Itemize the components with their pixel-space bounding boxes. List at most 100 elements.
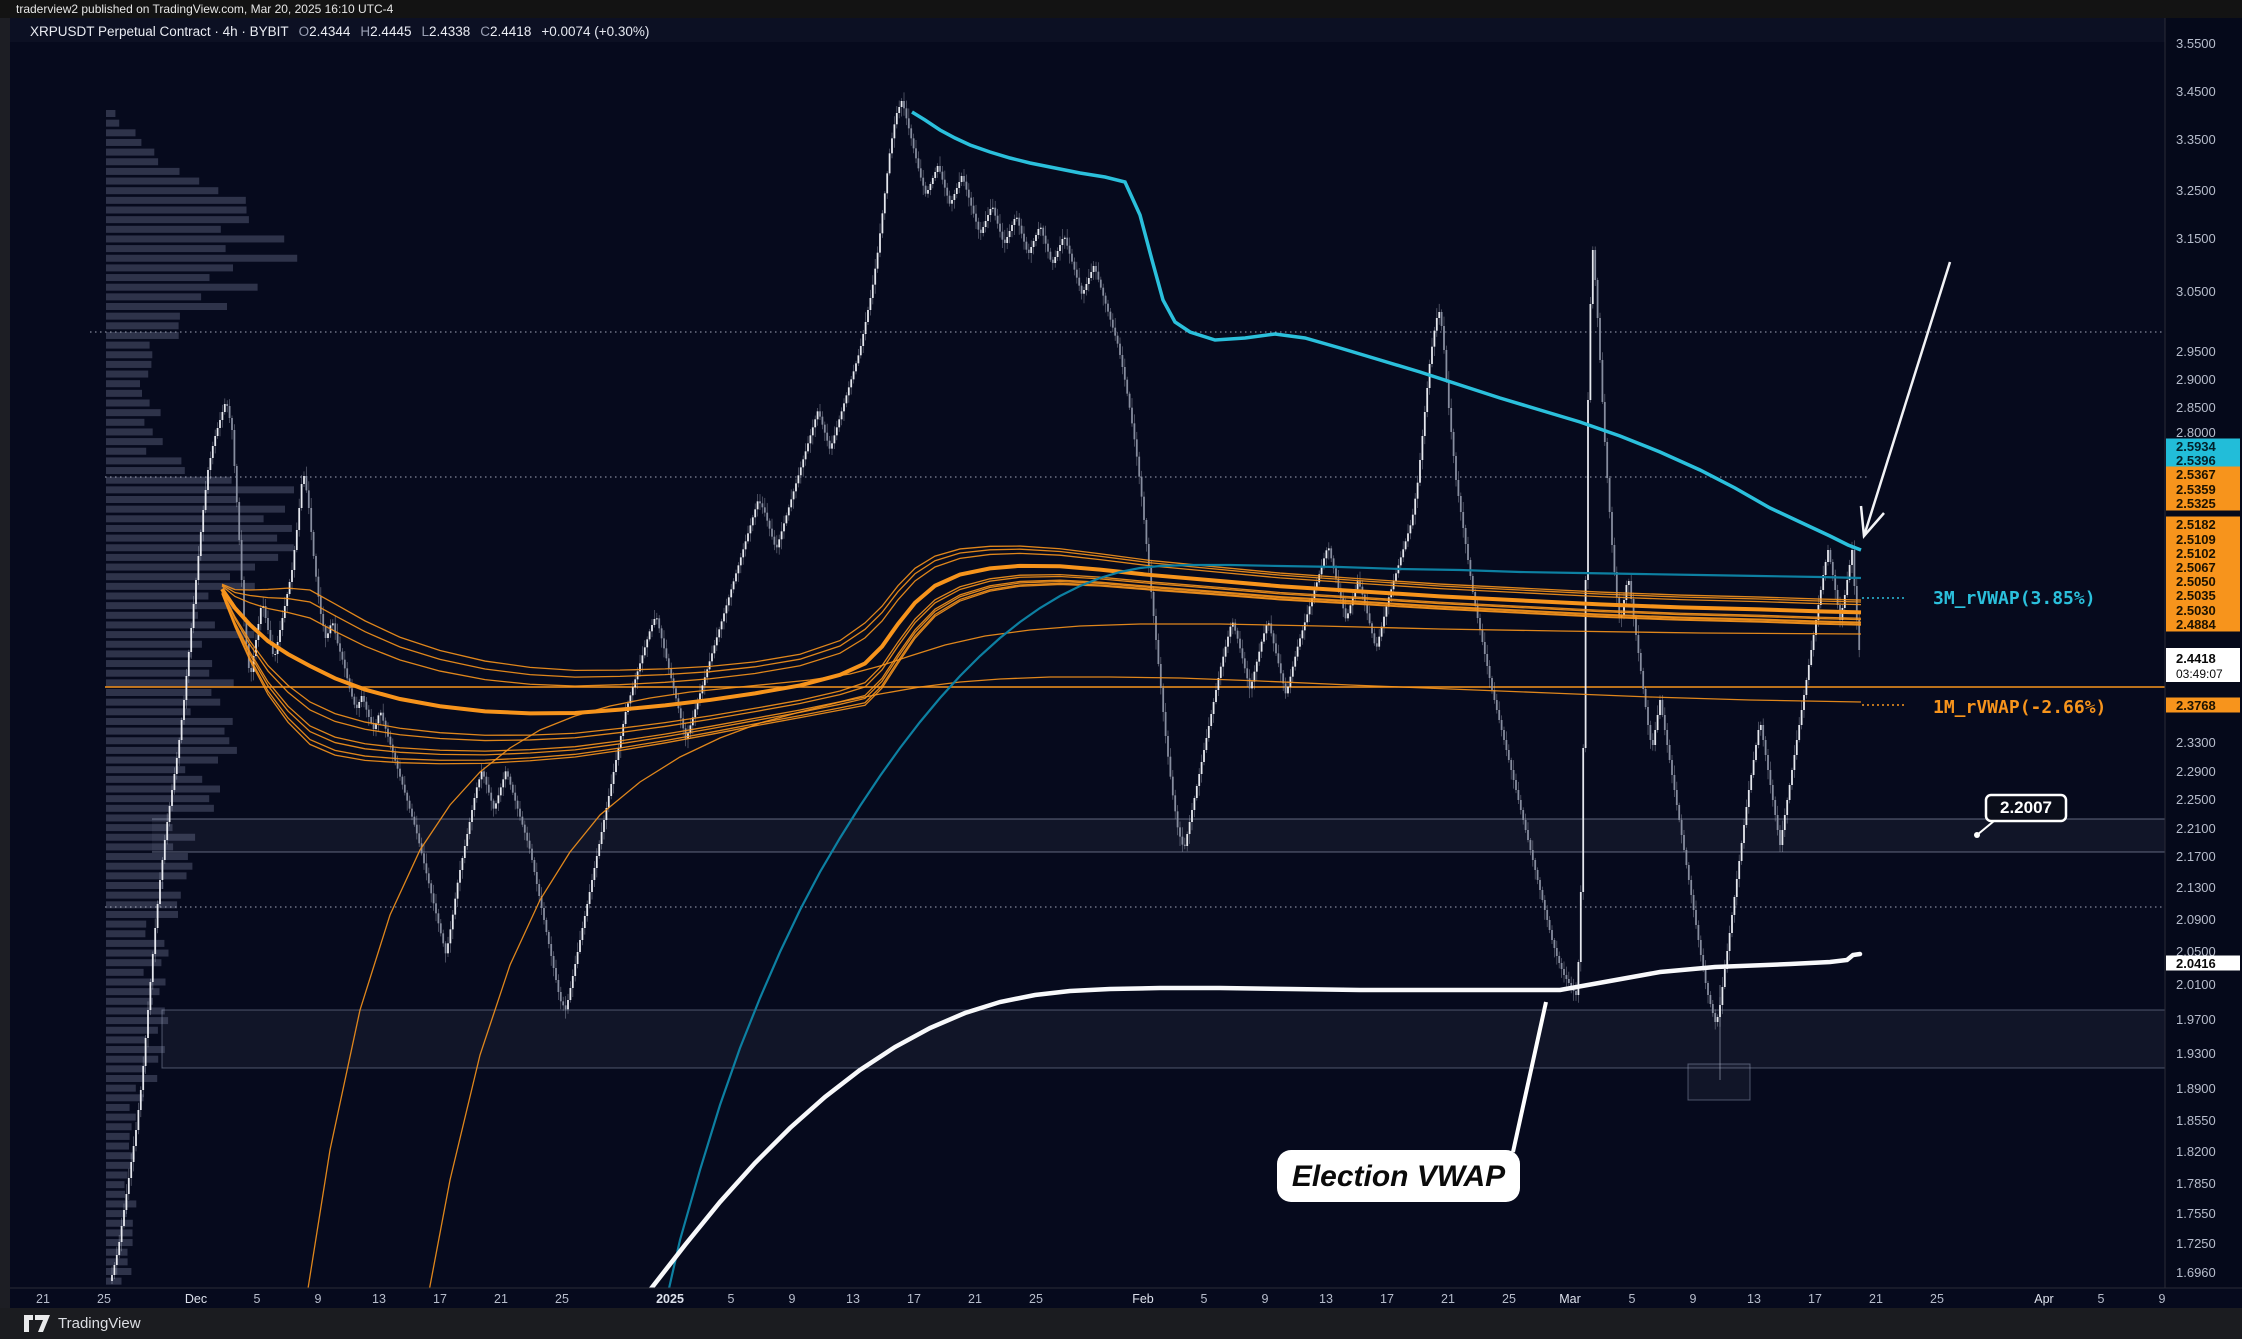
candle-body — [459, 870, 461, 883]
profile-bar — [106, 476, 232, 484]
profile-bar — [106, 447, 147, 455]
candle-body — [1121, 355, 1124, 367]
highlight-zones[interactable] — [152, 818, 2166, 1101]
candle-body — [591, 880, 593, 892]
footer-brand[interactable]: TradingView — [58, 1315, 141, 1332]
slow-ma-line-b[interactable] — [420, 676, 1862, 1308]
x-axis-tick: 5 — [728, 1292, 735, 1306]
vwap-ribbon-line[interactable] — [221, 579, 1862, 752]
tradingview-logo-icon[interactable] — [24, 1315, 50, 1332]
profile-bar — [106, 891, 181, 899]
candle-body — [840, 411, 843, 420]
candle-body — [451, 914, 454, 930]
candle-body — [197, 556, 200, 580]
vwap-ribbon-line[interactable] — [221, 548, 1862, 678]
candle-body — [1599, 318, 1601, 360]
candle-body — [1025, 241, 1028, 250]
candle-body — [449, 929, 452, 944]
candle-body — [1409, 525, 1412, 534]
candle-body — [1851, 550, 1853, 565]
profile-bar — [106, 177, 200, 185]
candle-body — [723, 613, 725, 622]
vwap-ribbon-main-line[interactable] — [220, 563, 1862, 716]
price-label-text: 2.5050 — [2176, 574, 2216, 589]
candle-body — [171, 790, 173, 806]
rvwap-1m-label[interactable]: 1M_rVWAP(-2.66%) — [1933, 697, 2106, 718]
time-axis-bg[interactable] — [10, 1288, 2242, 1308]
candle-body — [1723, 969, 1726, 987]
profile-bar — [106, 1123, 132, 1131]
election-vwap-line[interactable] — [615, 951, 1863, 1308]
election-callout-box[interactable] — [1277, 1150, 1520, 1202]
candle-body — [480, 771, 483, 780]
candle-body — [168, 806, 171, 822]
candle-body — [1728, 933, 1731, 951]
candle-body — [588, 892, 591, 904]
candle-body — [1704, 970, 1707, 983]
profile-bar — [106, 303, 227, 310]
candle-body — [641, 655, 644, 664]
vwap-ribbon-line[interactable] — [221, 583, 1862, 765]
price-axis[interactable]: 3.5500 3.4500 3.3500 3.2500 3.1500 3.0500 2.95… — [2164, 18, 2242, 1308]
x-axis-tick: 25 — [1029, 1292, 1043, 1306]
candle-body — [1551, 930, 1553, 940]
candle-body — [483, 771, 485, 777]
candle-body — [1433, 330, 1436, 347]
vwap-ribbon-line[interactable] — [221, 545, 1862, 672]
chart-legend[interactable]: XRPUSDT Perpetual Contract · 4h · BYBIT O… — [30, 22, 649, 42]
profile-bar — [106, 1161, 132, 1169]
candle-body — [773, 536, 776, 545]
candle-body — [946, 187, 949, 196]
election-vwap-callout[interactable]: Election VWAP — [1277, 1001, 1548, 1202]
candle-body — [1445, 350, 1448, 380]
candle-body — [615, 760, 617, 772]
price-label-text: 2.5396 — [2176, 453, 2216, 468]
candle-body — [1438, 312, 1441, 318]
profile-bar — [106, 187, 219, 195]
profile-bar — [106, 1181, 125, 1189]
vwap-ribbon-line[interactable] — [221, 582, 1862, 761]
vwap-ribbon-line[interactable] — [221, 573, 1862, 736]
candle-body — [1649, 725, 1652, 740]
volume-profile — [106, 110, 298, 1285]
rvwap-3m-label[interactable]: 3M_rVWAP(3.85%) — [1933, 588, 2096, 609]
supply-band[interactable] — [152, 819, 2165, 852]
current-price-text: 2.4418 — [2176, 651, 2216, 666]
candle-body — [1755, 745, 1757, 760]
rvwap-3m-line[interactable] — [911, 110, 1862, 552]
vwap-ribbon-line[interactable] — [221, 575, 1862, 742]
candle-body — [1762, 725, 1765, 740]
candle-body — [1654, 730, 1657, 745]
time-axis[interactable]: 21 25 Dec 5 9 13 17 21 25 2025 5 9 13 17 21 25 Feb 5 9 13 17… — [10, 1287, 2242, 1308]
arrow-drawing[interactable] — [1859, 261, 1952, 540]
candle-body — [1567, 979, 1570, 983]
demand-box[interactable] — [162, 1010, 2165, 1068]
symbol-title[interactable]: XRPUSDT Perpetual Contract · 4h · BYBIT — [30, 24, 289, 39]
price-callout-2-2007[interactable]: 2.2007 — [1974, 793, 2068, 838]
rolling-vwap-teal-line[interactable] — [658, 563, 1862, 1308]
candle-body — [461, 858, 464, 870]
profile-bar — [106, 505, 285, 513]
candle-body — [1205, 738, 1208, 750]
candle-body — [499, 787, 502, 796]
profile-bar — [106, 331, 179, 339]
slow-ma-line-a[interactable] — [300, 623, 1862, 1308]
x-axis-tick: 9 — [2159, 1292, 2166, 1306]
profile-bar — [106, 1152, 135, 1160]
candle-body — [795, 483, 797, 492]
vwap-ribbon-line[interactable] — [221, 552, 1862, 687]
candle-body — [1771, 785, 1774, 800]
profile-bar — [106, 978, 166, 986]
profile-bar — [106, 1277, 122, 1285]
vwap-ribbon-line[interactable] — [221, 580, 1862, 756]
small-box[interactable] — [1688, 1064, 1750, 1100]
candle-body — [1347, 613, 1349, 619]
candle-body — [447, 943, 449, 954]
callout-box[interactable] — [1984, 793, 2068, 823]
candle-body — [267, 618, 269, 630]
profile-bar — [106, 1026, 158, 1034]
candle-body — [334, 623, 337, 634]
candle-body — [850, 379, 853, 388]
chart-canvas[interactable]: 3M_rVWAP(3.85%) 1M_rVWAP(-2.66%) 2.2007 Ele… — [0, 18, 2242, 1308]
profile-bar — [106, 824, 173, 832]
